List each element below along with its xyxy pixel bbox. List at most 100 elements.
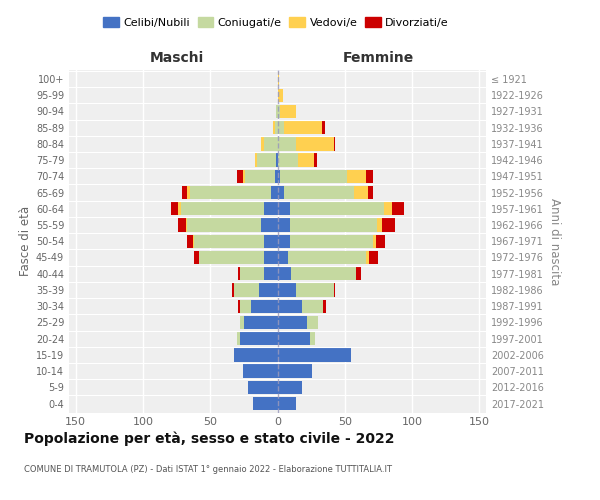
Bar: [298, 154, 314, 166]
Bar: [244, 316, 277, 329]
Bar: [277, 72, 279, 86]
Bar: [280, 104, 296, 118]
Bar: [271, 186, 277, 199]
Bar: [262, 137, 264, 150]
Bar: [253, 397, 277, 410]
Bar: [277, 348, 352, 362]
Bar: [274, 121, 275, 134]
Bar: [376, 234, 385, 248]
Bar: [323, 300, 326, 313]
Bar: [314, 154, 317, 166]
Bar: [277, 234, 290, 248]
Bar: [240, 267, 264, 280]
Bar: [296, 284, 334, 296]
Bar: [264, 137, 277, 150]
Bar: [264, 251, 277, 264]
Bar: [262, 218, 277, 232]
Bar: [186, 218, 187, 232]
Bar: [277, 186, 284, 199]
Bar: [373, 234, 376, 248]
Bar: [277, 170, 280, 183]
Bar: [334, 284, 335, 296]
Text: Maschi: Maschi: [149, 51, 204, 65]
Bar: [277, 154, 298, 166]
Bar: [377, 218, 382, 232]
Bar: [178, 202, 181, 215]
Bar: [277, 121, 284, 134]
Bar: [275, 170, 277, 183]
Bar: [277, 202, 290, 215]
Bar: [277, 88, 283, 102]
Bar: [277, 137, 296, 150]
Bar: [254, 154, 257, 166]
Bar: [237, 170, 242, 183]
Bar: [276, 154, 277, 166]
Bar: [382, 218, 395, 232]
Bar: [288, 251, 366, 264]
Text: Popolazione per età, sesso e stato civile - 2022: Popolazione per età, sesso e stato civil…: [24, 431, 395, 446]
Bar: [277, 300, 302, 313]
Bar: [277, 284, 296, 296]
Bar: [181, 202, 264, 215]
Bar: [182, 186, 187, 199]
Bar: [296, 137, 334, 150]
Bar: [275, 121, 277, 134]
Bar: [187, 186, 190, 199]
Bar: [257, 154, 276, 166]
Bar: [178, 218, 186, 232]
Y-axis label: Anni di nascita: Anni di nascita: [548, 198, 560, 285]
Bar: [356, 267, 361, 280]
Bar: [307, 316, 318, 329]
Bar: [248, 380, 277, 394]
Bar: [290, 202, 384, 215]
Bar: [194, 251, 199, 264]
Bar: [235, 284, 259, 296]
Bar: [190, 186, 271, 199]
Bar: [264, 267, 277, 280]
Bar: [237, 332, 240, 345]
Bar: [240, 300, 251, 313]
Bar: [302, 300, 323, 313]
Bar: [366, 170, 373, 183]
Bar: [238, 267, 240, 280]
Bar: [242, 170, 245, 183]
Bar: [240, 316, 244, 329]
Y-axis label: Fasce di età: Fasce di età: [19, 206, 32, 276]
Bar: [284, 186, 354, 199]
Bar: [347, 170, 366, 183]
Bar: [392, 202, 404, 215]
Bar: [291, 267, 356, 280]
Bar: [334, 137, 335, 150]
Bar: [235, 348, 277, 362]
Bar: [187, 234, 193, 248]
Bar: [194, 234, 264, 248]
Bar: [277, 380, 302, 394]
Bar: [277, 218, 290, 232]
Bar: [277, 397, 296, 410]
Bar: [264, 234, 277, 248]
Bar: [354, 186, 368, 199]
Bar: [368, 186, 373, 199]
Bar: [290, 234, 373, 248]
Bar: [277, 316, 307, 329]
Bar: [242, 364, 277, 378]
Bar: [264, 202, 277, 215]
Bar: [277, 364, 313, 378]
Bar: [366, 251, 369, 264]
Legend: Celibi/Nubili, Coniugati/e, Vedovi/e, Divorziati/e: Celibi/Nubili, Coniugati/e, Vedovi/e, Di…: [99, 13, 453, 32]
Bar: [276, 104, 277, 118]
Bar: [199, 251, 264, 264]
Bar: [251, 300, 277, 313]
Bar: [193, 234, 194, 248]
Bar: [277, 251, 288, 264]
Bar: [187, 218, 262, 232]
Bar: [171, 202, 178, 215]
Bar: [238, 300, 240, 313]
Bar: [310, 332, 315, 345]
Bar: [259, 284, 277, 296]
Bar: [232, 284, 235, 296]
Bar: [277, 104, 280, 118]
Bar: [277, 267, 291, 280]
Text: Femmine: Femmine: [343, 51, 414, 65]
Bar: [284, 121, 322, 134]
